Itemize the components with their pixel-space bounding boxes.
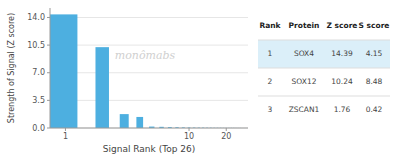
y-axis-label: Strength of Signal (Z score) (7, 13, 16, 123)
x-tick-label: 20 (221, 132, 231, 141)
bar (50, 14, 77, 128)
x-tick-label: 1 (63, 132, 68, 141)
table-cell: SOX4 (294, 49, 314, 58)
grid-line (50, 45, 248, 46)
y-tick (47, 100, 50, 101)
y-tick-label: 0.0 (32, 124, 45, 133)
table-cell: 0.42 (366, 105, 383, 114)
table-highlight (258, 40, 390, 68)
x-tick-label: 10 (184, 132, 194, 141)
x-tick (189, 128, 190, 131)
table-cell: 8.48 (366, 77, 383, 86)
y-tick (47, 72, 50, 73)
table-cell: SOX12 (292, 77, 317, 86)
table-cell: ZSCAN1 (289, 105, 320, 114)
bars (50, 14, 241, 128)
watermark: monômabs (115, 49, 176, 62)
table-cell: 1.76 (334, 105, 351, 114)
table-cell: 3 (268, 105, 273, 114)
table-cell: 2 (268, 77, 273, 86)
table-cell: 4.15 (366, 49, 383, 58)
table-cell: 10.24 (331, 77, 353, 86)
grid-line (50, 72, 248, 73)
y-tick-label: 7.0 (32, 68, 45, 77)
bar (95, 47, 108, 128)
table-divider (258, 68, 390, 69)
x-tick (226, 128, 227, 131)
table-header: Protein (289, 21, 320, 30)
chart: monômabs 0.0 3.5 7.0 10.5 14.0 1 10 20 Signal Ran… (0, 0, 400, 167)
y-tick-label: 3.5 (32, 96, 45, 105)
table-header: Z score (327, 21, 358, 30)
bar (136, 117, 143, 128)
bar (120, 114, 129, 128)
y-tick-label: 10.5 (27, 41, 45, 50)
table-header: S score (359, 21, 390, 30)
grid-line (50, 128, 248, 129)
x-axis-label: Signal Rank (Top 26) (103, 144, 195, 154)
table-header: Rank (259, 21, 281, 30)
table: Rank Protein Z scoreS score 1 SOX4 14.39 4.15 2… (258, 21, 390, 114)
table-divider (258, 96, 390, 97)
y-axis (50, 8, 51, 128)
table-divider (258, 40, 390, 41)
y-tick (47, 128, 50, 129)
y-tick (47, 45, 50, 46)
y-tick (47, 17, 50, 18)
grid-line (50, 17, 248, 18)
x-tick (65, 128, 66, 131)
table-cell: 1 (268, 49, 273, 58)
x-axis (50, 128, 248, 129)
table-cell: 14.39 (331, 49, 353, 58)
y-tick-label: 14.0 (27, 13, 45, 22)
grid-line (50, 100, 248, 101)
